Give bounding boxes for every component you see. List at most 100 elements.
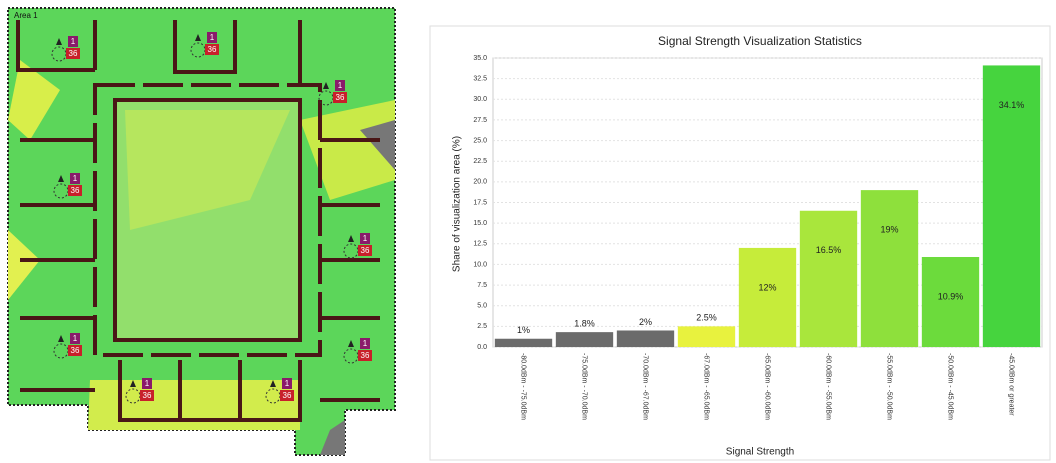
ap-label: 36 [336,93,345,102]
ap-label: 36 [361,351,370,360]
ap-label: 36 [283,391,292,400]
value-label: 2.5% [696,313,717,323]
ap-label: 36 [143,391,152,400]
heat-patch [300,100,395,200]
y-tick-label: 32.5 [473,75,487,82]
x-tick-label: -67.0dBm - -65.0dBm [703,353,710,420]
ap-channel: 1 [73,174,78,183]
ap-antenna [195,34,201,41]
bar [982,65,1041,347]
ap-antenna [58,335,64,342]
y-tick-label: 2.5 [477,323,487,330]
heat-patch [360,120,395,170]
ap-label-box [68,345,82,356]
ap-channel-box [142,378,152,389]
x-axis-label: Signal Strength [726,447,794,458]
y-tick-label: 12.5 [473,241,487,248]
x-tick-label: -60.0dBm - -55.0dBm [825,353,832,420]
y-tick-label: 10.0 [473,261,487,268]
ap-channel-box [207,32,217,43]
ap-label-box [358,350,372,361]
bar [738,247,797,347]
ap-label: 36 [208,45,217,54]
ap-channel: 1 [145,379,150,388]
floor-plan: Area 1 1 36 1 36 1 36 1 36 1 36 1 36 1 36 1 36 1 36 [7,7,396,456]
y-axis-label: Share of visualization area (%) [452,136,463,272]
wall [113,98,302,342]
heat-patch [320,420,345,455]
bar [677,326,736,347]
x-tick-label: -70.0dBm - -67.0dBm [642,353,649,420]
y-tick-label: 5.0 [477,303,487,310]
ap-channel: 1 [73,334,78,343]
ap-antenna [58,175,64,182]
bar [860,190,919,347]
bar [555,332,614,347]
ap-label-box [280,390,294,401]
ap-channel: 1 [338,81,343,90]
ap-channel: 1 [210,33,215,42]
bar [616,330,675,347]
ap-antenna [348,340,354,347]
x-tick-label: -75.0dBm - -70.0dBm [581,353,588,420]
y-tick-label: 15.0 [473,220,487,227]
ap-antenna [323,82,329,89]
ap-label: 36 [361,246,370,255]
x-tick-label: -55.0dBm - -50.0dBm [886,353,893,420]
ap-label-box [333,92,347,103]
y-tick-label: 35.0 [473,55,487,62]
ap-channel: 1 [71,37,76,46]
y-tick-label: 25.0 [473,137,487,144]
heat-patch [8,60,60,140]
ap-label-box [140,390,154,401]
ap-label-box [358,245,372,256]
x-tick-label: -45.0dBm or greater [1008,353,1015,416]
ap-antenna [130,380,136,387]
ap-label: 36 [71,346,80,355]
ap-channel: 1 [363,234,368,243]
x-tick-label: -80.0dBm - -75.0dBm [520,353,527,420]
y-tick-label: 20.0 [473,179,487,186]
y-tick-label: 30.0 [473,96,487,103]
value-label: 1.8% [574,319,595,329]
value-label: 34.1% [999,100,1025,110]
ap-label-box [66,48,80,59]
ap-channel-box [360,338,370,349]
bar [494,338,553,347]
ap-antenna [270,380,276,387]
ap-label-box [205,44,219,55]
wall [16,20,380,422]
ap-channel-box [282,378,292,389]
y-tick-label: 7.5 [477,282,487,289]
ap-channel: 1 [285,379,290,388]
ap-channel: 1 [363,339,368,348]
value-label: 12% [758,282,776,292]
heat-patch [125,110,290,230]
ap-channel-box [70,173,80,184]
y-tick-label: 0.0 [477,344,487,351]
value-label: 1% [517,325,530,335]
ap-label: 36 [69,49,78,58]
area-label: Area 1 [14,11,38,20]
ap-antenna [348,235,354,242]
chart-title: Signal Strength Visualization Statistics [658,34,862,48]
ap-channel-box [68,36,78,47]
x-tick-label: -65.0dBm - -60.0dBm [764,353,771,420]
heat-patch [8,230,40,300]
y-tick-label: 22.5 [473,158,487,165]
y-tick-label: 27.5 [473,117,487,124]
ap-channel-box [360,233,370,244]
bar [799,210,858,347]
value-label: 10.9% [938,291,964,301]
ap-channel-box [335,80,345,91]
y-tick-label: 17.5 [473,199,487,206]
ap-label-box [68,185,82,196]
value-label: 2% [639,317,652,327]
value-label: 16.5% [816,245,842,255]
ap-channel-box [70,333,80,344]
value-label: 19% [880,224,898,234]
x-tick-label: -50.0dBm - -45.0dBm [947,353,954,420]
ap-antenna [56,38,62,45]
